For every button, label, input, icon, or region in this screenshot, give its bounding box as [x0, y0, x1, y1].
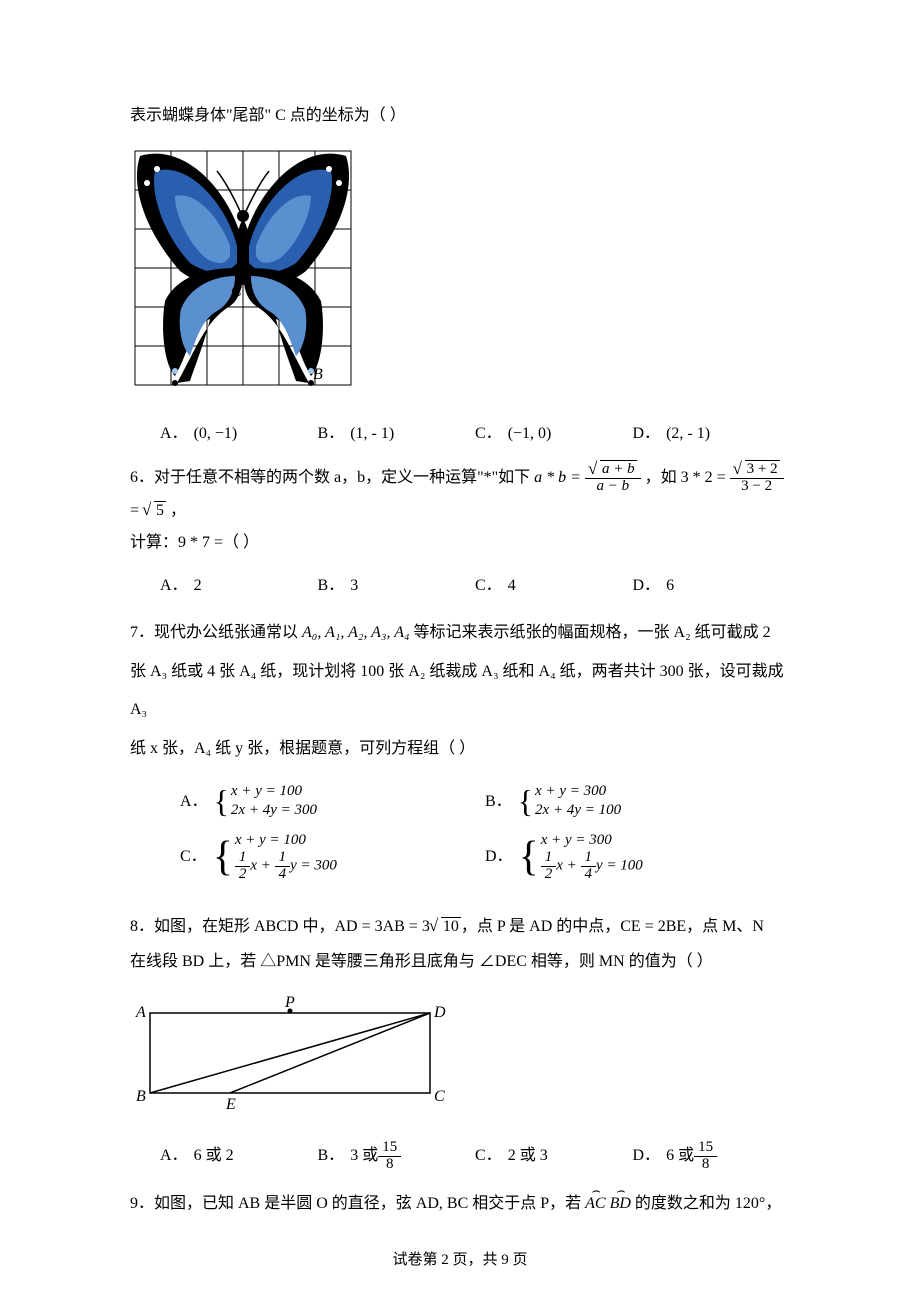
label-A: A	[180, 366, 191, 383]
q5-options: A．(0, −1) B．(1, - 1) C．(−1, 0) D．(2, - 1…	[160, 421, 790, 447]
q8-opt-c[interactable]: C．2 或 3	[475, 1140, 633, 1173]
q8-options: A．6 或 2 B．3 或 158 C．2 或 3 D．6 或 158	[160, 1140, 790, 1173]
q6-options: A．2 B．3 C．4 D．6	[160, 573, 790, 599]
svg-text:A: A	[135, 1004, 146, 1021]
q5-stem: 表示蝴蝶身体"尾部" C 点的坐标为（ ）	[130, 100, 790, 132]
q5-figure: C A B	[130, 146, 790, 403]
svg-text:E: E	[225, 1096, 236, 1113]
q5-opt-c[interactable]: C．(−1, 0)	[475, 421, 633, 447]
label-B: B	[313, 366, 323, 383]
q5-opt-b[interactable]: B．(1, - 1)	[318, 421, 476, 447]
q6-ex-frac: 3 + 2 3 − 2	[730, 462, 784, 495]
q7-stem: 7．现代办公纸张通常以 A₀, A₁, A₂, A₃, A₄ 等标记来表示纸张的…	[130, 614, 790, 768]
butterfly-svg: C A B	[130, 146, 360, 394]
q6-stem: 6．对于任意不相等的两个数 a，b，定义一种运算"*"如下 a * b = a …	[130, 462, 790, 559]
q6-def-frac: a + b a − b	[585, 462, 641, 495]
label-C: C	[231, 283, 242, 300]
q7-opt-a[interactable]: A． {x + y = 1002x + 4y = 300	[180, 782, 485, 821]
q9-stem: 9．如图，已知 AB 是半圆 O 的直径，弦 AD, BC 相交于点 P，若 A…	[130, 1188, 790, 1220]
q5-opt-d[interactable]: D．(2, - 1)	[633, 421, 791, 447]
q8-figure: A D B C P E	[130, 993, 790, 1122]
q8-opt-d[interactable]: D．6 或 158	[633, 1140, 791, 1173]
q6-opt-b[interactable]: B．3	[318, 573, 476, 599]
svg-text:D: D	[433, 1004, 446, 1021]
q7-options: A． {x + y = 1002x + 4y = 300 B． {x + y =…	[180, 782, 790, 893]
q6-opt-c[interactable]: C．4	[475, 573, 633, 599]
rect-svg: A D B C P E	[130, 993, 450, 1113]
q8-opt-b[interactable]: B．3 或 158	[318, 1140, 476, 1173]
svg-text:P: P	[284, 994, 295, 1011]
page-footer: 试卷第 2 页，共 9 页	[0, 1248, 920, 1272]
svg-text:B: B	[136, 1088, 146, 1105]
q7-opt-c[interactable]: C． { x + y = 100 12x + 14y = 300	[180, 831, 485, 883]
svg-text:C: C	[434, 1088, 445, 1105]
q8-stem: 8．如图，在矩形 ABCD 中，AD = 3AB = 310，点 P 是 AD …	[130, 909, 790, 979]
q5-opt-a[interactable]: A．(0, −1)	[160, 421, 318, 447]
q6-opt-a[interactable]: A．2	[160, 573, 318, 599]
q7-opt-d[interactable]: D． { x + y = 300 12x + 14y = 100	[485, 831, 790, 883]
q6-opt-d[interactable]: D．6	[633, 573, 791, 599]
q7-opt-b[interactable]: B． {x + y = 3002x + 4y = 100	[485, 782, 790, 821]
q5-stem-text: 表示蝴蝶身体"尾部" C 点的坐标为（ ）	[130, 107, 406, 124]
q8-opt-a[interactable]: A．6 或 2	[160, 1140, 318, 1173]
